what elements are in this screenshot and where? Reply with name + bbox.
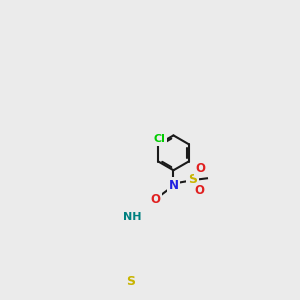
Text: NH: NH [123, 212, 141, 222]
Text: O: O [150, 193, 161, 206]
Text: N: N [169, 178, 178, 191]
Text: O: O [195, 162, 205, 176]
Text: S: S [188, 173, 197, 186]
Text: Cl: Cl [154, 134, 166, 144]
Text: S: S [126, 275, 135, 288]
Text: O: O [194, 184, 204, 197]
